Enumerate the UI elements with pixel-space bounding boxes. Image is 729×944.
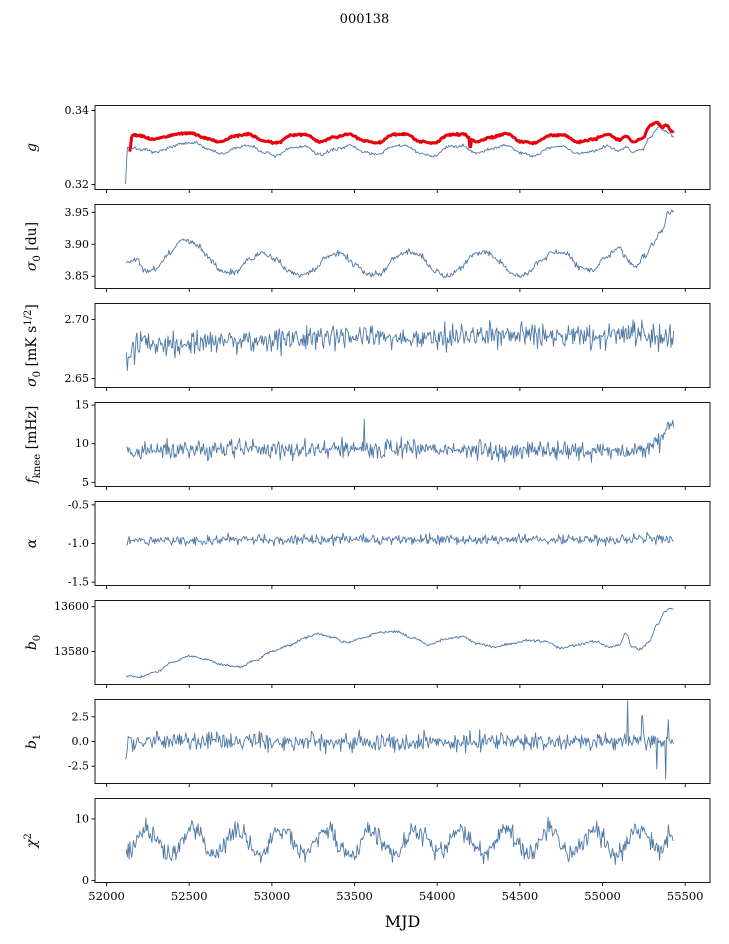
y-tick-label: 3.95	[65, 206, 90, 219]
y-tick-label: 3.85	[65, 270, 90, 283]
series-fknee	[126, 418, 675, 463]
x-axis-ticks	[106, 387, 686, 391]
x-axis-ticks	[106, 585, 686, 589]
x-tick-label: 53500	[336, 889, 373, 903]
series-b1	[125, 700, 675, 780]
y-tick-label: 3.90	[65, 238, 90, 251]
plot-border	[94, 303, 711, 388]
y-tick-label: 2.70	[65, 313, 90, 326]
x-tick-label: 54000	[419, 889, 456, 903]
plot-border	[94, 402, 711, 487]
panel-fknee: 5 10 15 fknee [mHz]	[0, 399, 729, 490]
series-b0	[126, 607, 674, 679]
series-sigma0-du	[125, 209, 674, 279]
panel-chi2: 0 10 52000 52500 53000 53500 54000 54500 55000 55…	[0, 798, 729, 910]
y-tick-label: 2.65	[65, 372, 90, 385]
x-tick-label: 55000	[584, 889, 621, 903]
y-tick-label: 13600	[54, 600, 89, 613]
y-tick-label: 10	[75, 437, 89, 450]
y-tick-label: -1.5	[68, 576, 89, 589]
y-tick-label: -0.5	[68, 498, 89, 511]
series-sigma0-mk	[125, 319, 675, 372]
panel-g-plot: 0.32 0.34 g	[24, 104, 711, 193]
panel-b0-plot: 13580 13600 b0	[24, 600, 711, 688]
y-tick-label: 2.5	[72, 710, 90, 723]
panel-b1: -2.5 0.0 2.5 b1	[0, 699, 729, 787]
y-axis-ticks: 5 10 15	[75, 399, 95, 489]
y-tick-label: 0.0	[72, 735, 90, 748]
panel-chi2-plot: 0 10 52000 52500 53000 53500 54000 54500 55000 55…	[23, 798, 711, 903]
y-axis-label-sigma0-du: σ0 [du]	[24, 222, 43, 271]
y-axis-ticks: -2.5 0.0 2.5	[68, 710, 95, 773]
y-axis-label-b0: b0	[24, 635, 43, 650]
y-tick-label: -2.5	[68, 760, 89, 773]
y-tick-label: 13580	[54, 645, 89, 658]
y-axis-ticks: 13580 13600	[54, 600, 95, 658]
panel-fknee-plot: 5 10 15 fknee [mHz]	[24, 399, 711, 490]
panel-b1-plot: -2.5 0.0 2.5 b1	[24, 699, 711, 787]
x-axis-ticks: 52000 52500 53000 53500 54000 54500 55000 55500	[88, 882, 704, 903]
x-axis-label: MJD	[384, 912, 421, 931]
plot-border	[94, 798, 711, 883]
x-axis-ticks	[106, 486, 686, 490]
y-tick-label: 0.32	[65, 178, 90, 191]
y-axis-label-b1: b1	[24, 734, 43, 749]
panels-container: 0.32 0.34 g 3.85 3.90 3.95 σ0 [du] 2.65 2.70 σ0 […	[0, 104, 729, 910]
panel-g: 0.32 0.34 g	[0, 104, 729, 193]
y-axis-label-alpha: α	[24, 538, 40, 548]
plot-border	[94, 204, 711, 289]
x-axis-ticks	[106, 684, 686, 688]
y-axis-label-fknee: fknee [mHz]	[24, 406, 43, 485]
series-alpha	[126, 531, 674, 547]
y-tick-label: 0.34	[65, 104, 90, 117]
y-axis-label-chi2: χ2	[23, 833, 40, 849]
x-axis-ticks	[106, 783, 686, 787]
x-tick-label: 52500	[171, 889, 208, 903]
y-tick-label: 5	[82, 476, 89, 489]
x-tick-label: 52000	[88, 889, 125, 903]
panel-sigma0-mk-plot: 2.65 2.70 σ0 [mK s1/2]	[23, 303, 711, 391]
panel-b0: 13580 13600 b0	[0, 600, 729, 688]
figure-title: 000138	[339, 12, 390, 27]
x-tick-label: 55500	[667, 889, 704, 903]
series-g-red-overlay	[128, 120, 675, 152]
series-chi2	[125, 816, 674, 865]
plot-border	[94, 105, 711, 190]
y-tick-label: 15	[75, 399, 89, 412]
panel-alpha: -1.5 -1.0 -0.5 α	[0, 498, 729, 589]
y-axis-ticks: -1.5 -1.0 -0.5	[68, 498, 95, 589]
x-tick-label: 53000	[254, 889, 291, 903]
y-tick-label: -1.0	[68, 537, 89, 550]
x-axis-ticks	[106, 288, 686, 292]
series-g-blue	[125, 126, 674, 185]
plot-border	[94, 600, 711, 685]
plot-border	[94, 501, 711, 586]
y-axis-ticks: 3.85 3.90 3.95	[65, 206, 95, 283]
panel-sigma0-mk: 2.65 2.70 σ0 [mK s1/2]	[0, 303, 729, 391]
panel-sigma0-du-plot: 3.85 3.90 3.95 σ0 [du]	[24, 204, 711, 292]
panel-alpha-plot: -1.5 -1.0 -0.5 α	[24, 498, 711, 589]
x-axis-ticks	[106, 189, 686, 193]
y-axis-label-g: g	[24, 143, 40, 152]
y-axis-ticks: 0 10	[75, 812, 95, 887]
y-tick-label: 10	[75, 812, 89, 825]
y-axis-ticks: 0.32 0.34	[65, 104, 95, 191]
y-axis-label-sigma0-mk: σ0 [mK s1/2]	[23, 304, 43, 387]
panel-sigma0-du: 3.85 3.90 3.95 σ0 [du]	[0, 204, 729, 292]
y-tick-label: 0	[82, 874, 89, 887]
y-axis-ticks: 2.65 2.70	[65, 313, 95, 385]
x-tick-label: 54500	[502, 889, 539, 903]
